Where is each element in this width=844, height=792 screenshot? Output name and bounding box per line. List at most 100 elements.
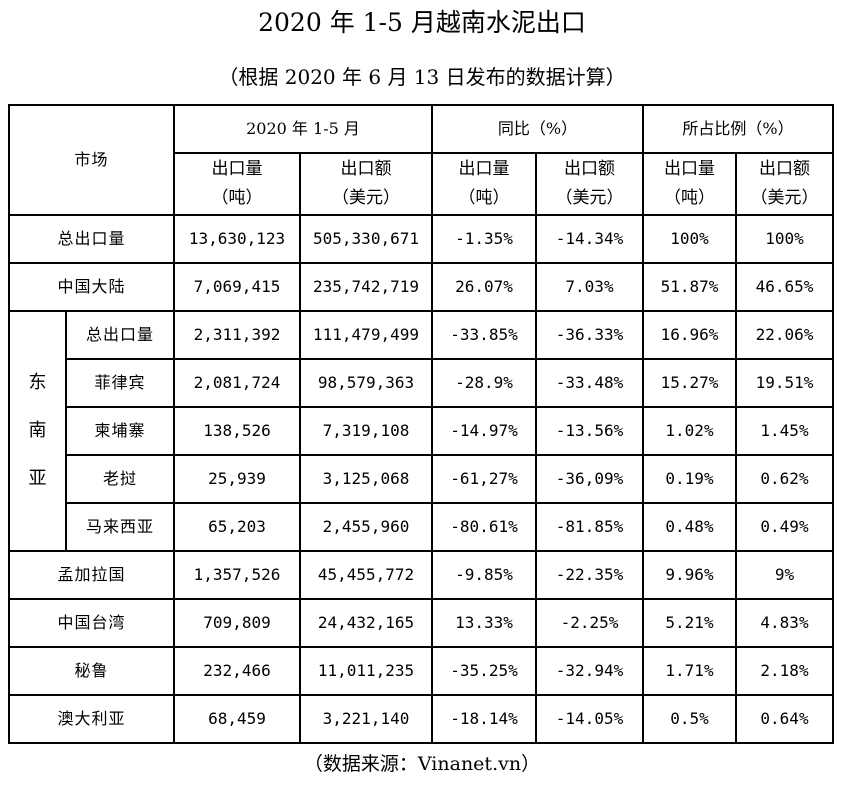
- export-value: 235,742,719: [299, 262, 433, 312]
- yoy-value: -13.56%: [535, 406, 644, 456]
- yoy-value: -81.85%: [535, 502, 644, 552]
- share-value: 46.65%: [735, 262, 834, 312]
- share-volume: 5.21%: [642, 598, 737, 648]
- yoy-value: -32.94%: [535, 646, 644, 696]
- market-name: 马来西亚: [65, 502, 175, 552]
- market-name: 中国大陆: [8, 262, 175, 312]
- market-name: 菲律宾: [65, 358, 175, 408]
- yoy-volume: -14.97%: [431, 406, 537, 456]
- header-row-units: 出口量 （吨） 出口额 （美元） 出口量 （吨） 出口额 （美元） 出口量 （吨） 出口额…: [9, 152, 834, 216]
- yoy-volume: -35.25%: [431, 646, 537, 696]
- share-value: 4.83%: [735, 598, 834, 648]
- yoy-volume: -1.35%: [431, 214, 537, 264]
- export-volume: 2,311,392: [173, 310, 301, 360]
- yoy-value: -14.34%: [535, 214, 644, 264]
- yoy-volume: -61,27%: [431, 454, 537, 504]
- header-share-volume: 出口量 （吨）: [642, 152, 737, 216]
- share-volume: 16.96%: [642, 310, 737, 360]
- yoy-value: -14.05%: [535, 694, 644, 744]
- yoy-volume: -80.61%: [431, 502, 537, 552]
- export-volume: 7,069,415: [173, 262, 301, 312]
- yoy-volume: -9.85%: [431, 550, 537, 600]
- market-name: 中国台湾: [8, 598, 175, 648]
- export-value: 98,579,363: [299, 358, 433, 408]
- yoy-value: -36.33%: [535, 310, 644, 360]
- page-title: 2020 年 1-5 月越南水泥出口: [258, 8, 586, 37]
- share-volume: 1.02%: [642, 406, 737, 456]
- market-name: 秘鲁: [8, 646, 175, 696]
- yoy-value: -2.25%: [535, 598, 644, 648]
- yoy-volume: -28.9%: [431, 358, 537, 408]
- export-value: 11,011,235: [299, 646, 433, 696]
- share-volume: 0.48%: [642, 502, 737, 552]
- table-row-sea-total: 东南亚 总出口量 2,311,392 111,479,499 -33.85% -…: [8, 310, 834, 552]
- share-volume: 9.96%: [642, 550, 737, 600]
- table-row-australia: 澳大利亚 68,459 3,221,140 -18.14% -14.05% 0.…: [8, 694, 834, 744]
- table-row-cambodia: 柬埔寨 138,526 7,319,108 -14.97% -13.56% 1.…: [9, 406, 834, 456]
- share-volume: 0.5%: [642, 694, 737, 744]
- export-volume: 68,459: [173, 694, 301, 744]
- market-name: 孟加拉国: [8, 550, 175, 600]
- market-name: 澳大利亚: [8, 694, 175, 744]
- market-name: 总出口量: [65, 310, 175, 360]
- export-value: 2,455,960: [299, 502, 433, 552]
- export-volume: 232,466: [173, 646, 301, 696]
- market-name: 总出口量: [8, 214, 175, 264]
- export-value: 3,125,068: [299, 454, 433, 504]
- header-yoy-value: 出口额 （美元）: [535, 152, 644, 216]
- yoy-volume: -18.14%: [431, 694, 537, 744]
- export-volume: 65,203: [173, 502, 301, 552]
- export-volume: 13,630,123: [173, 214, 301, 264]
- yoy-value: -33.48%: [535, 358, 644, 408]
- export-value: 3,221,140: [299, 694, 433, 744]
- share-volume: 1.71%: [642, 646, 737, 696]
- header-period-volume: 出口量 （吨）: [173, 152, 301, 216]
- data-source-note: （数据来源：Vinanet.vn）: [303, 753, 541, 775]
- table-row-laos: 老挝 25,939 3,125,068 -61,27% -36,09% 0.19…: [9, 454, 834, 504]
- header-period-value: 出口额 （美元）: [299, 152, 433, 216]
- header-share: 所占比例（%）: [642, 104, 834, 154]
- export-value: 24,432,165: [299, 598, 433, 648]
- table-row-peru: 秘鲁 232,466 11,011,235 -35.25% -32.94% 1.…: [8, 646, 834, 696]
- export-value: 45,455,772: [299, 550, 433, 600]
- yoy-value: -22.35%: [535, 550, 644, 600]
- share-value: 9%: [735, 550, 834, 600]
- table-row-mainland: 中国大陆 7,069,415 235,742,719 26.07% 7.03% …: [8, 262, 834, 312]
- share-value: 100%: [735, 214, 834, 264]
- export-volume: 2,081,724: [173, 358, 301, 408]
- share-volume: 100%: [642, 214, 737, 264]
- export-value: 111,479,499: [299, 310, 433, 360]
- table-row-philippines: 菲律宾 2,081,724 98,579,363 -28.9% -33.48% …: [9, 358, 834, 408]
- table-row-malaysia: 马来西亚 65,203 2,455,960 -80.61% -81.85% 0.…: [9, 502, 834, 552]
- share-value: 0.49%: [735, 502, 834, 552]
- yoy-value: 7.03%: [535, 262, 644, 312]
- share-value: 2.18%: [735, 646, 834, 696]
- header-period: 2020 年 1-5 月: [173, 104, 433, 154]
- table-row-taiwan: 中国台湾 709,809 24,432,165 13.33% -2.25% 5.…: [8, 598, 834, 648]
- export-volume: 25,939: [173, 454, 301, 504]
- header-yoy-volume: 出口量 （吨）: [431, 152, 537, 216]
- header-market: 市场: [8, 104, 175, 216]
- export-value: 505,330,671: [299, 214, 433, 264]
- market-name: 柬埔寨: [65, 406, 175, 456]
- share-volume: 0.19%: [642, 454, 737, 504]
- yoy-value: -36,09%: [535, 454, 644, 504]
- yoy-volume: -33.85%: [431, 310, 537, 360]
- yoy-volume: 13.33%: [431, 598, 537, 648]
- region-label-southeast-asia: 东南亚: [8, 310, 67, 552]
- share-value: 0.64%: [735, 694, 834, 744]
- export-table: 市场 2020 年 1-5 月 同比（%） 所占比例（%） 出口量 （吨） 出口额…: [8, 104, 834, 744]
- share-volume: 51.87%: [642, 262, 737, 312]
- yoy-volume: 26.07%: [431, 262, 537, 312]
- export-volume: 1,357,526: [173, 550, 301, 600]
- share-value: 0.62%: [735, 454, 834, 504]
- export-value: 7,319,108: [299, 406, 433, 456]
- share-value: 19.51%: [735, 358, 834, 408]
- page-subtitle: （根据 2020 年 6 月 13 日发布的数据计算）: [218, 65, 626, 89]
- header-share-value: 出口额 （美元）: [735, 152, 834, 216]
- table-row-bangladesh: 孟加拉国 1,357,526 45,455,772 -9.85% -22.35%…: [8, 550, 834, 600]
- market-name: 老挝: [65, 454, 175, 504]
- export-volume: 138,526: [173, 406, 301, 456]
- share-value: 22.06%: [735, 310, 834, 360]
- share-volume: 15.27%: [642, 358, 737, 408]
